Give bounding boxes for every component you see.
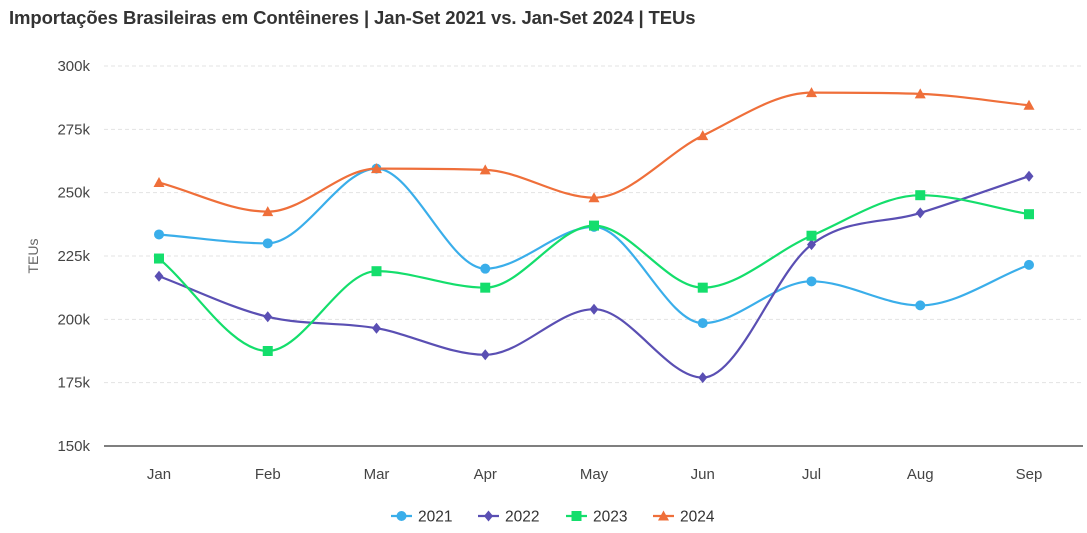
chart-title: Importações Brasileiras em Contêineres |… [9,7,696,28]
data-point-2021 [154,229,164,240]
data-point-2021 [806,276,817,287]
data-point-2024 [697,130,709,141]
data-point-2023 [371,266,382,277]
data-point-2023 [806,230,817,241]
y-tick-label: 200k [57,311,90,328]
series-line-2021 [158,167,1030,325]
legend-marker-2022 [484,510,493,522]
y-tick-label: 275k [57,121,90,138]
data-point-2024 [371,163,382,174]
data-point-2021 [697,318,708,329]
legend-marker-2023 [571,511,582,521]
data-point-2022 [263,311,273,323]
data-point-2022 [480,349,490,361]
data-point-2022 [698,372,708,384]
x-tick-label: Apr [474,466,497,483]
x-tick-label: Mar [364,466,390,483]
data-point-2024 [479,164,491,175]
data-point-2024 [588,192,600,203]
x-tick-label: Jul [802,466,821,483]
x-tick-label: Feb [255,466,281,483]
data-point-2024 [1023,99,1035,110]
data-point-2022 [372,322,381,334]
legend-marker-2021 [396,511,407,521]
x-tick-label: Sep [1016,466,1043,483]
x-tick-label: May [580,466,609,483]
data-point-2023 [262,346,273,356]
data-point-2023 [154,253,164,264]
data-point-2023 [589,220,599,231]
data-point-2022 [1024,170,1034,182]
x-tick-label: Aug [907,466,934,483]
data-point-2024 [262,206,274,217]
data-point-2023 [480,282,491,293]
data-point-2024 [914,88,926,99]
y-axis-title: TEUs [25,239,41,274]
data-point-2024 [806,87,817,98]
data-point-2021 [480,263,491,274]
legend-marker-2024 [658,510,669,521]
y-tick-label: 150k [57,438,90,455]
y-tick-label: 225k [57,248,90,265]
y-tick-label: 175k [57,375,90,392]
legend-label-2022: 2022 [505,509,539,526]
x-tick-label: Jun [691,466,715,483]
legend-label-2021: 2021 [418,509,452,526]
legend-label-2023: 2023 [593,509,627,526]
legend-label-2024: 2024 [680,509,715,526]
data-point-2023 [915,190,926,201]
y-tick-label: 300k [57,58,90,75]
data-point-2022 [807,239,816,251]
data-point-2023 [1024,209,1034,220]
data-point-2021 [915,300,926,311]
data-point-2021 [262,238,273,249]
data-point-2022 [915,207,925,219]
y-tick-label: 250k [57,185,90,202]
data-point-2021 [1024,259,1034,270]
data-point-2024 [153,177,165,188]
data-point-2022 [154,270,164,282]
data-point-2023 [697,282,708,293]
x-tick-label: Jan [147,466,171,483]
data-point-2022 [589,303,599,315]
